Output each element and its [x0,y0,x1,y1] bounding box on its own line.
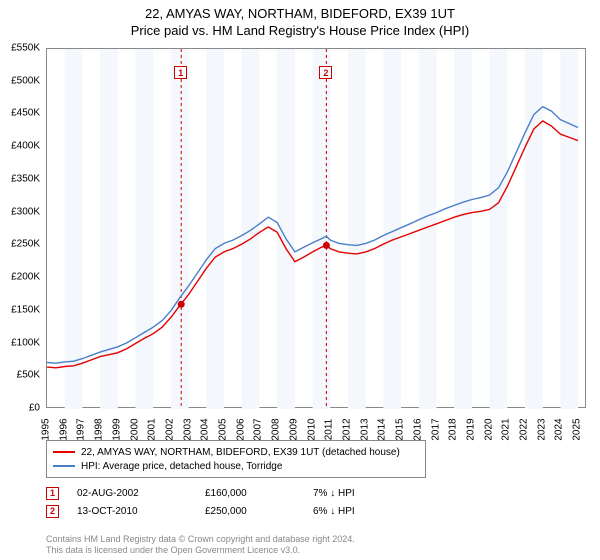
y-tick-label: £300K [11,206,40,217]
x-tick-label: 2014 [377,418,388,440]
x-tick-label: 2013 [359,418,370,440]
sale-diff-2: 6% ↓ HPI [313,506,423,517]
x-tick-label: 2000 [129,418,140,440]
x-tick-label: 2021 [501,418,512,440]
sale-marker-on-chart: 2 [319,66,332,79]
y-tick-label: £250K [11,239,40,250]
sale-marker-2: 2 [46,505,59,518]
x-tick-label: 2003 [182,418,193,440]
legend-row-hpi: HPI: Average price, detached house, Torr… [53,459,419,473]
chart-area: £0£50K£100K£150K£200K£250K£300K£350K£400… [46,48,586,408]
chart-title-block: 22, AMYAS WAY, NORTHAM, BIDEFORD, EX39 1… [0,0,600,38]
x-tick-label: 1996 [58,418,69,440]
y-tick-label: £100K [11,337,40,348]
y-tick-label: £350K [11,173,40,184]
plot-frame [46,48,586,408]
x-tick-label: 2019 [465,418,476,440]
legend-row-property: 22, AMYAS WAY, NORTHAM, BIDEFORD, EX39 1… [53,445,419,459]
y-tick-label: £400K [11,141,40,152]
y-tick-label: £50K [17,370,40,381]
x-tick-label: 2017 [430,418,441,440]
x-tick-label: 1998 [94,418,105,440]
footer-line-1: Contains HM Land Registry data © Crown c… [46,534,355,545]
x-tick-label: 2020 [483,418,494,440]
x-tick-label: 2009 [288,418,299,440]
sale-marker-1: 1 [46,487,59,500]
legend-label-hpi: HPI: Average price, detached house, Torr… [81,461,282,472]
sales-table: 1 02-AUG-2002 £160,000 7% ↓ HPI 2 13-OCT… [46,484,423,520]
x-tick-label: 2023 [536,418,547,440]
x-tick-label: 2010 [306,418,317,440]
x-tick-label: 2011 [324,419,335,441]
sale-row-1: 1 02-AUG-2002 £160,000 7% ↓ HPI [46,484,423,502]
x-tick-label: 2008 [271,418,282,440]
legend-swatch-property [53,451,75,453]
sale-price-2: £250,000 [205,506,295,517]
x-tick-label: 2001 [147,418,158,440]
legend-label-property: 22, AMYAS WAY, NORTHAM, BIDEFORD, EX39 1… [81,447,400,458]
x-tick-label: 1997 [76,418,87,440]
sale-date-2: 13-OCT-2010 [77,506,187,517]
x-tick-label: 2025 [572,418,583,440]
x-tick-label: 2007 [253,418,264,440]
legend: 22, AMYAS WAY, NORTHAM, BIDEFORD, EX39 1… [46,440,426,478]
x-tick-label: 2012 [341,418,352,440]
x-tick-label: 2022 [519,418,530,440]
sale-row-2: 2 13-OCT-2010 £250,000 6% ↓ HPI [46,502,423,520]
sale-marker-on-chart: 1 [174,66,187,79]
title-line-2: Price paid vs. HM Land Registry's House … [0,23,600,38]
sale-date-1: 02-AUG-2002 [77,488,187,499]
x-tick-label: 2004 [200,418,211,440]
y-tick-label: £550K [11,43,40,54]
x-tick-label: 1999 [111,418,122,440]
y-tick-label: £200K [11,272,40,283]
sale-diff-1: 7% ↓ HPI [313,488,423,499]
legend-swatch-hpi [53,465,75,467]
sale-price-1: £160,000 [205,488,295,499]
title-line-1: 22, AMYAS WAY, NORTHAM, BIDEFORD, EX39 1… [0,6,600,21]
x-tick-label: 1995 [41,418,52,440]
y-tick-label: £500K [11,75,40,86]
x-tick-label: 2018 [448,418,459,440]
y-tick-label: £0 [29,403,40,414]
x-tick-label: 2005 [218,418,229,440]
footer-line-2: This data is licensed under the Open Gov… [46,545,355,556]
y-tick-label: £450K [11,108,40,119]
x-tick-label: 2006 [235,418,246,440]
footer-attribution: Contains HM Land Registry data © Crown c… [46,534,355,556]
plot-svg [47,49,587,409]
x-tick-label: 2024 [554,418,565,440]
x-tick-label: 2016 [412,418,423,440]
y-tick-label: £150K [11,304,40,315]
x-tick-label: 2002 [164,418,175,440]
x-tick-label: 2015 [395,418,406,440]
